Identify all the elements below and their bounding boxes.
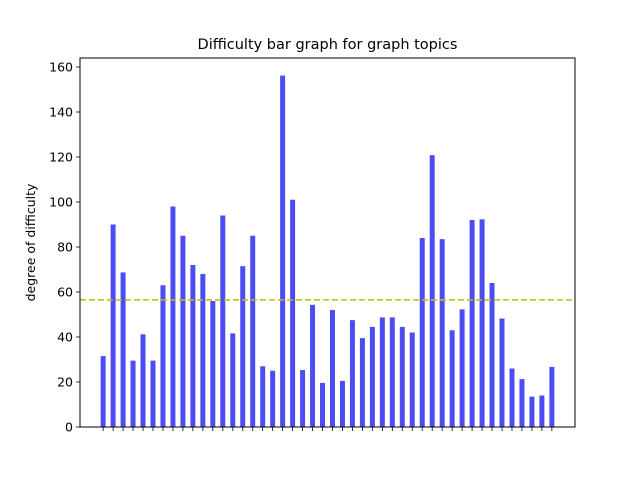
bar-27: [359, 338, 365, 428]
bar-2: [110, 224, 116, 427]
y-tick-label-0: 0: [65, 420, 73, 435]
bar-42: [509, 368, 515, 427]
bar-30: [389, 317, 395, 427]
y-tick-label-20: 20: [57, 375, 73, 390]
bar-33: [419, 238, 425, 427]
bar-4: [130, 360, 136, 428]
bar-3: [120, 272, 126, 427]
bar-20: [290, 199, 296, 427]
bar-26: [349, 320, 355, 428]
bar-7: [160, 285, 166, 427]
bar-38: [469, 220, 475, 427]
bar-32: [409, 332, 415, 427]
bar-14: [230, 333, 236, 427]
bar-35: [439, 239, 445, 428]
y-tick-label-80: 80: [57, 240, 73, 255]
axes-frame: [79, 57, 576, 428]
bar-12: [210, 301, 216, 427]
bar-44: [529, 396, 535, 428]
bar-29: [379, 317, 385, 427]
bar-18: [270, 370, 276, 427]
bar-10: [190, 265, 196, 427]
x-axis-ticks: [102, 427, 553, 431]
bar-36: [449, 330, 455, 427]
bar-8: [170, 206, 176, 427]
bar-39: [479, 219, 485, 427]
y-tick-label-140: 140: [49, 105, 73, 120]
y-axis-label: degree of difficulty: [23, 183, 38, 301]
y-tick-label-160: 160: [49, 60, 73, 75]
bar-41: [499, 318, 505, 427]
bar-15: [240, 266, 246, 428]
bar-43: [519, 379, 525, 427]
bar-34: [429, 155, 435, 427]
bar-46: [549, 366, 555, 427]
bar-40: [489, 283, 495, 427]
bar-11: [200, 274, 206, 427]
y-tick-label-100: 100: [49, 195, 73, 210]
bar-37: [459, 309, 465, 427]
chart-title: Difficulty bar graph for graph topics: [198, 37, 458, 53]
bar-9: [180, 235, 186, 427]
bar-21: [300, 370, 306, 427]
bar-6: [150, 360, 156, 428]
y-axis-ticks: 0 20 40 60 80 100 120 140 160: [49, 60, 80, 435]
y-tick-label-40: 40: [57, 330, 73, 345]
bar-24: [329, 310, 335, 427]
bar-16: [250, 235, 256, 427]
y-tick-label-60: 60: [57, 285, 73, 300]
bar-45: [539, 395, 545, 427]
bar-19: [280, 75, 286, 428]
bar-23: [320, 382, 326, 427]
bar-22: [310, 304, 316, 427]
bar-25: [339, 380, 345, 428]
y-tick-label-120: 120: [49, 150, 73, 165]
bar-17: [260, 366, 266, 427]
bar-31: [399, 326, 405, 428]
bar-13: [220, 215, 226, 427]
bar-5: [140, 334, 146, 427]
bar-28: [369, 326, 375, 428]
bars-group: [100, 75, 555, 428]
bar-1: [100, 356, 106, 428]
